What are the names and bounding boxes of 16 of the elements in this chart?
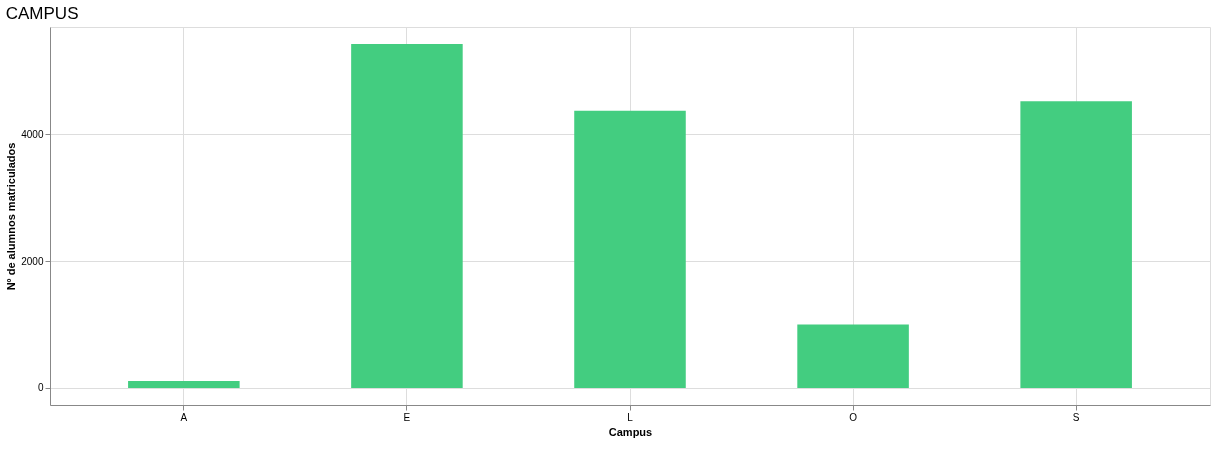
x-tick-label: A bbox=[180, 411, 188, 423]
x-axis-title: Campus bbox=[608, 425, 653, 438]
y-axis-title: Nº de alumnos matriculados bbox=[5, 142, 18, 291]
bar bbox=[128, 380, 240, 388]
y-tick-label: 0 bbox=[37, 382, 44, 394]
y-tick-label: 4000 bbox=[21, 128, 44, 140]
x-tick-label: L bbox=[627, 411, 634, 423]
x-tick-label: E bbox=[403, 411, 411, 423]
chart-title: CAMPUS bbox=[5, 4, 79, 23]
y-tick-label: 2000 bbox=[21, 255, 44, 267]
bar bbox=[351, 44, 463, 388]
bar bbox=[1020, 101, 1132, 388]
bar bbox=[574, 110, 686, 388]
x-tick-label: O bbox=[849, 411, 858, 423]
x-tick-label: S bbox=[1072, 411, 1080, 423]
bar bbox=[797, 324, 909, 388]
